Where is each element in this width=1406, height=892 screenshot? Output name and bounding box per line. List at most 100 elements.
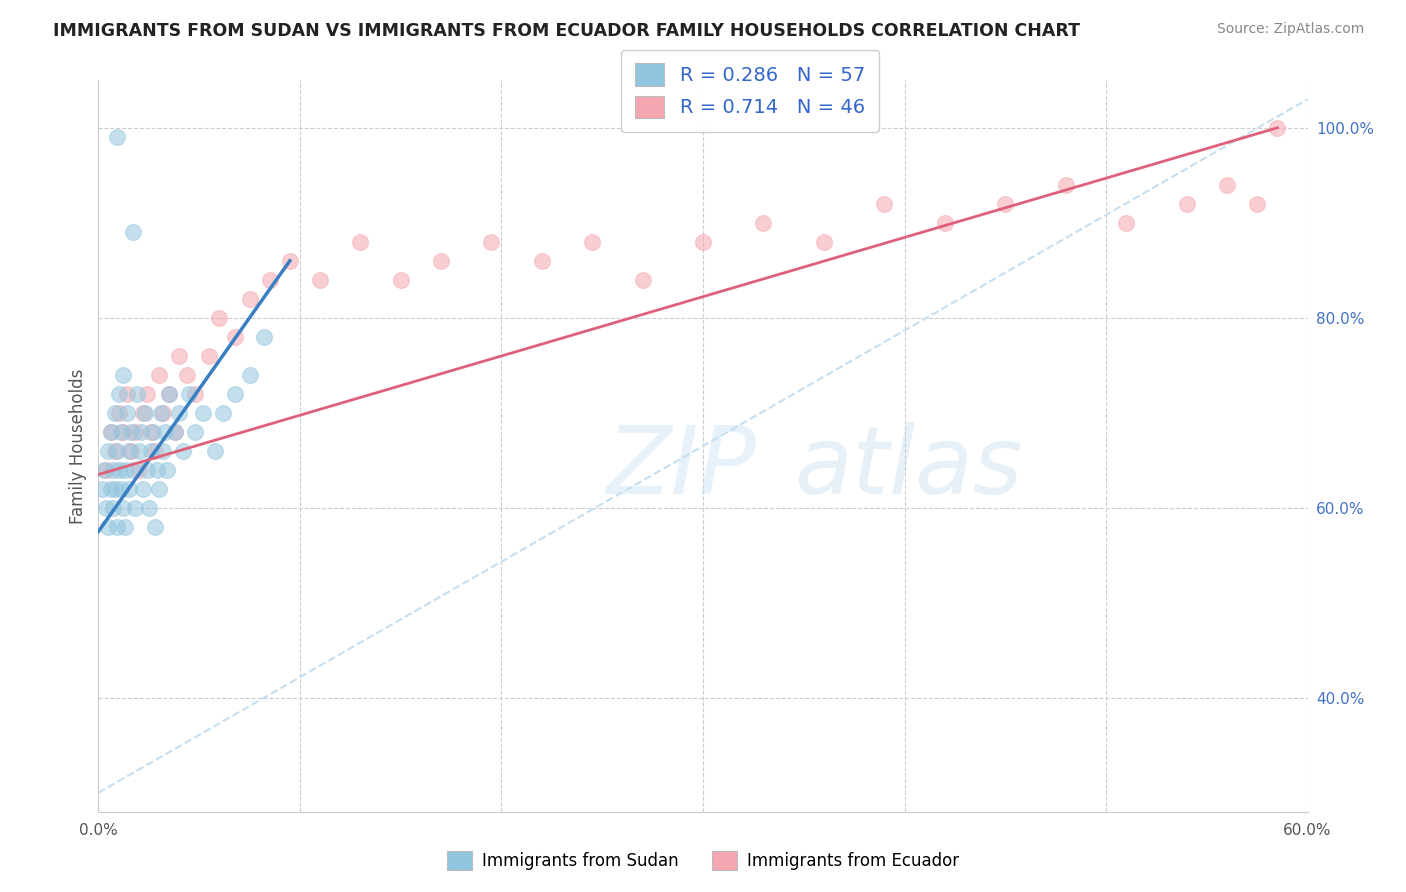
Point <box>134 406 156 420</box>
Point <box>148 482 170 496</box>
Point <box>1246 196 1268 211</box>
Point <box>139 425 162 439</box>
Point <box>184 386 207 401</box>
Point <box>93 463 115 477</box>
Point <box>198 349 221 363</box>
Point <box>349 235 371 249</box>
Point <box>96 500 118 515</box>
Point <box>101 463 124 477</box>
Point <box>752 216 775 230</box>
Point <box>179 386 201 401</box>
Point <box>97 520 120 534</box>
Point <box>163 425 186 439</box>
Point <box>239 368 262 382</box>
Point <box>204 443 226 458</box>
Point <box>224 330 246 344</box>
Point <box>149 406 172 420</box>
Point <box>143 443 166 458</box>
Point <box>212 406 235 420</box>
Point <box>581 235 603 249</box>
Point <box>430 253 453 268</box>
Point <box>631 273 654 287</box>
Point <box>224 386 246 401</box>
Point <box>111 425 134 439</box>
Legend: R = 0.286   N = 57, R = 0.714   N = 46: R = 0.286 N = 57, R = 0.714 N = 46 <box>621 50 879 132</box>
Point <box>143 520 166 534</box>
Point <box>132 406 155 420</box>
Point <box>115 406 138 420</box>
Point <box>278 253 301 268</box>
Point <box>184 425 207 439</box>
Point <box>120 425 142 439</box>
Point <box>101 500 124 515</box>
Point <box>91 482 114 496</box>
Point <box>156 463 179 477</box>
Point <box>167 406 190 420</box>
Point <box>121 225 143 239</box>
Point <box>103 482 125 496</box>
Point <box>176 368 198 382</box>
Point <box>1216 178 1239 192</box>
Point <box>481 235 503 249</box>
Point <box>139 443 162 458</box>
Y-axis label: Family Households: Family Households <box>69 368 87 524</box>
Point <box>97 443 120 458</box>
Point <box>96 463 118 477</box>
Point <box>115 386 138 401</box>
Point <box>125 386 148 401</box>
Point <box>157 386 180 401</box>
Point <box>124 425 146 439</box>
Point <box>167 349 190 363</box>
Point <box>692 235 714 249</box>
Point <box>994 196 1017 211</box>
Point <box>135 463 157 477</box>
Point <box>163 425 186 439</box>
Point <box>111 500 134 515</box>
Legend: Immigrants from Sudan, Immigrants from Ecuador: Immigrants from Sudan, Immigrants from E… <box>440 844 966 877</box>
Point <box>873 196 896 211</box>
Point <box>193 406 215 420</box>
Point <box>259 273 281 287</box>
Point <box>152 443 174 458</box>
Text: ZIP: ZIP <box>606 423 756 514</box>
Point <box>132 482 155 496</box>
Point <box>172 443 194 458</box>
Point <box>100 482 122 496</box>
Point <box>105 130 128 145</box>
Point <box>153 425 176 439</box>
Point <box>1175 196 1198 211</box>
Point <box>114 520 136 534</box>
Point <box>135 386 157 401</box>
Point <box>111 368 134 382</box>
Point <box>1115 216 1137 230</box>
Point <box>103 443 125 458</box>
Point <box>1267 120 1289 135</box>
Point <box>152 406 174 420</box>
Point <box>142 425 165 439</box>
Point <box>107 406 129 420</box>
Point <box>389 273 412 287</box>
Text: IMMIGRANTS FROM SUDAN VS IMMIGRANTS FROM ECUADOR FAMILY HOUSEHOLDS CORRELATION C: IMMIGRANTS FROM SUDAN VS IMMIGRANTS FROM… <box>53 22 1080 40</box>
Point <box>530 253 553 268</box>
Point <box>114 463 136 477</box>
Point <box>813 235 835 249</box>
Point <box>110 482 132 496</box>
Text: atlas: atlas <box>793 423 1022 514</box>
Point <box>120 443 142 458</box>
Point <box>157 386 180 401</box>
Point <box>121 463 143 477</box>
Point <box>309 273 332 287</box>
Point <box>253 330 276 344</box>
Point <box>118 443 141 458</box>
Point <box>105 520 128 534</box>
Point <box>1054 178 1077 192</box>
Point <box>208 310 231 325</box>
Point <box>128 463 150 477</box>
Point <box>148 368 170 382</box>
Point <box>124 500 146 515</box>
Point <box>239 292 262 306</box>
Point <box>100 425 122 439</box>
Text: Source: ZipAtlas.com: Source: ZipAtlas.com <box>1216 22 1364 37</box>
Point <box>934 216 956 230</box>
Point <box>107 463 129 477</box>
